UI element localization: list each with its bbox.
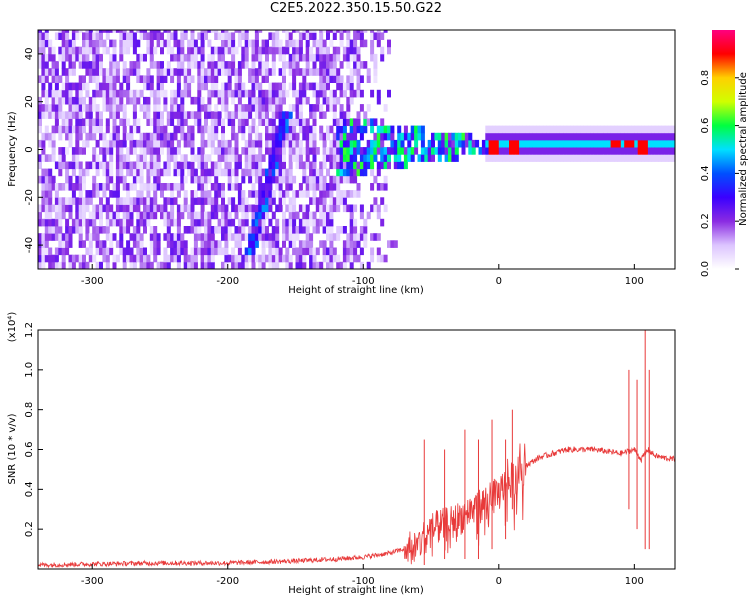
spectrogram-xlabel: Height of straight line (km) bbox=[288, 285, 424, 296]
colorbar-gradient bbox=[712, 30, 735, 269]
snr-line-layer bbox=[38, 330, 675, 569]
y-tick-label: 0.2 bbox=[24, 521, 35, 537]
colorbar-tick-label: 0.2 bbox=[700, 213, 711, 229]
y-tick-label: -20 bbox=[24, 189, 35, 205]
y-tick-label: 1.2 bbox=[24, 322, 35, 338]
x-tick-label: -300 bbox=[81, 576, 104, 587]
snr-yscale-label: (x10⁴) bbox=[7, 312, 18, 343]
y-tick-label: 0.8 bbox=[24, 402, 35, 418]
colorbar-label: Normalized spectral amplitude bbox=[738, 72, 749, 226]
x-tick-label: 0 bbox=[496, 576, 502, 587]
snr-line bbox=[38, 443, 675, 569]
spectrogram-ylabel: Frequency (Hz) bbox=[7, 111, 18, 187]
colorbar-tick-label: 0.0 bbox=[700, 261, 711, 277]
y-tick-label: -40 bbox=[24, 237, 35, 253]
x-tick-label: 100 bbox=[625, 276, 644, 287]
y-tick-label: 40 bbox=[24, 48, 35, 61]
spectrogram-heatmap bbox=[38, 30, 675, 269]
x-tick-label: -100 bbox=[352, 576, 375, 587]
snr-xlabel: Height of straight line (km) bbox=[288, 585, 424, 596]
y-tick-label: 0.4 bbox=[24, 481, 35, 497]
colorbar-tick-label: 0.8 bbox=[700, 70, 711, 86]
colorbar-ticks: 0.0 0.2 0.4 0.6 0.8 bbox=[700, 70, 739, 277]
x-tick-label: -200 bbox=[216, 576, 239, 587]
y-tick-label: 0.6 bbox=[24, 442, 35, 458]
y-tick-label: 1.0 bbox=[24, 362, 35, 378]
x-tick-label: 100 bbox=[625, 576, 644, 587]
x-tick-label: 0 bbox=[496, 276, 502, 287]
colorbar-tick-label: 0.6 bbox=[700, 118, 711, 134]
x-tick-label: -200 bbox=[216, 276, 239, 287]
x-tick-label: -100 bbox=[352, 276, 375, 287]
x-tick-label: -300 bbox=[81, 276, 104, 287]
snr-ylabel: SNR (10 * v/v) bbox=[7, 413, 18, 484]
colorbar-tick-label: 0.4 bbox=[700, 165, 711, 181]
y-tick-label: 0 bbox=[24, 146, 35, 152]
snr-panel: -300 -200 -100 0 100 0.2 0.4 0.6 0.8 1.0 1.2 Heigh… bbox=[7, 312, 676, 596]
colorbar: 0.0 0.2 0.4 0.6 0.8 Normalized spectral ampl… bbox=[700, 30, 749, 277]
y-tick-label: 20 bbox=[24, 95, 35, 108]
snr-axes: -300 -200 -100 0 100 0.2 0.4 0.6 0.8 1.0 1.2 bbox=[24, 322, 644, 587]
chart-title: C2E5.2022.350.15.50.G22 bbox=[269, 1, 443, 16]
